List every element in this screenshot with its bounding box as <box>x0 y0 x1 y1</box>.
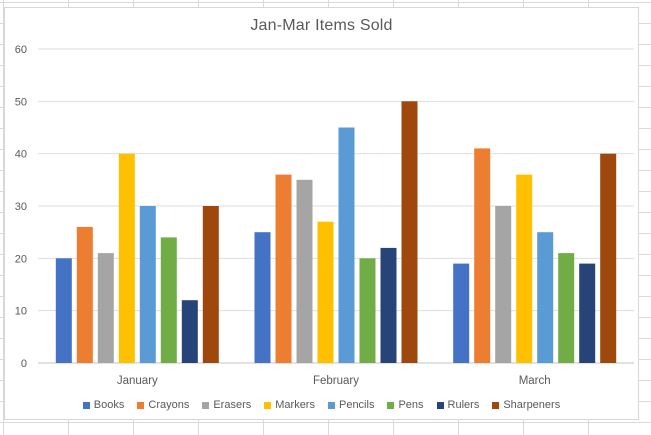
legend-swatch-icon <box>264 401 272 409</box>
bar-markers-january[interactable] <box>118 153 135 363</box>
legend-item-erasers[interactable]: Erasers <box>202 399 251 411</box>
y-tick-label: 10 <box>15 306 27 318</box>
legend-label: Pencils <box>338 399 375 411</box>
bar-crayons-january[interactable] <box>76 226 93 363</box>
legend-swatch-icon <box>82 401 90 409</box>
legend-item-markers[interactable]: Markers <box>264 399 315 411</box>
bar-erasers-january[interactable] <box>97 253 114 363</box>
legend-item-books[interactable]: Books <box>82 399 125 411</box>
legend-label: Markers <box>275 399 315 411</box>
y-tick-label: 20 <box>15 253 27 265</box>
bar-crayons-february[interactable] <box>275 174 292 363</box>
legend-swatch-icon <box>436 401 444 409</box>
legend-label: Crayons <box>148 399 190 411</box>
legend-item-pencils[interactable]: Pencils <box>327 399 375 411</box>
y-tick-label: 30 <box>15 201 27 213</box>
legend-label: Pens <box>398 399 424 411</box>
legend-swatch-icon <box>387 401 395 409</box>
legend-item-pens[interactable]: Pens <box>387 399 424 411</box>
legend-label: Books <box>93 399 125 411</box>
category-label: March <box>519 375 551 387</box>
legend-label: Sharpeners <box>503 399 561 411</box>
bar-markers-february[interactable] <box>317 221 334 363</box>
bar-rulers-march[interactable] <box>579 263 596 363</box>
y-tick-label: 0 <box>21 358 27 370</box>
legend-label: Rulers <box>447 399 480 411</box>
bar-rulers-february[interactable] <box>380 247 397 363</box>
legend-swatch-icon <box>492 401 500 409</box>
bar-sharpeners-february[interactable] <box>401 101 418 364</box>
bar-books-march[interactable] <box>453 263 470 363</box>
legend-item-sharpeners[interactable]: Sharpeners <box>492 399 560 411</box>
bar-sharpeners-january[interactable] <box>202 206 219 363</box>
legend-item-crayons[interactable]: Crayons <box>137 399 189 411</box>
bar-erasers-march[interactable] <box>495 206 512 363</box>
bar-books-january[interactable] <box>55 258 72 363</box>
bar-pens-march[interactable] <box>558 253 575 363</box>
legend-swatch-icon <box>327 401 335 409</box>
bar-markers-march[interactable] <box>516 174 533 363</box>
y-tick-label: 40 <box>15 149 27 161</box>
bar-crayons-march[interactable] <box>474 148 491 363</box>
bar-pencils-january[interactable] <box>139 206 156 363</box>
bar-pencils-march[interactable] <box>537 232 554 363</box>
legend-item-rulers[interactable]: Rulers <box>436 399 480 411</box>
legend-swatch-icon <box>137 401 145 409</box>
y-tick-label: 50 <box>15 96 27 108</box>
bar-pens-january[interactable] <box>160 237 177 363</box>
chart-legend: Books Crayons Erasers Markers Pencils Pens Rul… <box>5 399 638 411</box>
bar-erasers-february[interactable] <box>296 179 313 363</box>
category-label: February <box>313 375 359 387</box>
chart-title[interactable]: Jan-Mar Items Sold <box>250 17 393 34</box>
legend-swatch-icon <box>202 401 210 409</box>
bar-pencils-february[interactable] <box>338 127 355 364</box>
legend-label: Erasers <box>213 399 252 411</box>
category-label: January <box>117 375 158 387</box>
plot-area: 0 10 20 30 40 50 60 January February March <box>15 44 634 387</box>
bar-books-february[interactable] <box>254 232 271 363</box>
bar-rulers-january[interactable] <box>181 300 198 363</box>
y-tick-label: 60 <box>15 44 27 56</box>
bar-sharpeners-march[interactable] <box>600 153 617 363</box>
chart-frame[interactable]: Jan-Mar Items Sold 0 10 20 30 40 50 60 January F… <box>4 7 639 420</box>
bar-pens-february[interactable] <box>359 258 376 363</box>
